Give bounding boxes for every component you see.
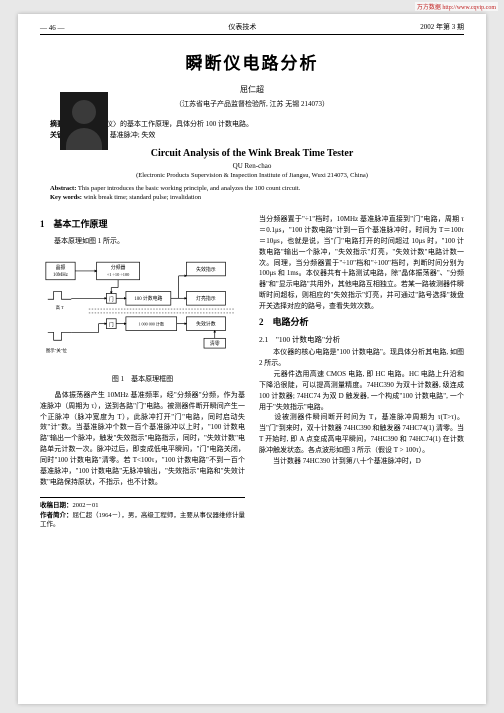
svg-text:门: 门: [109, 322, 114, 329]
author-photo: [60, 92, 108, 150]
column-2-p3: 元器件选用高速 CMOS 电路, 即 HC 电路。HC 电路上升沿和下降沿很陡，…: [259, 369, 464, 412]
journal-name: 仪表技术: [228, 22, 256, 32]
abstract-label-en: Abstract:: [50, 185, 76, 192]
diagram-gateclose-label: 图示"关"位: [46, 347, 68, 354]
abstract-en-block: Abstract: This paper introduces the basi…: [40, 184, 464, 202]
recv-date: 2002－01: [73, 502, 99, 509]
body-columns: 1 基本工作原理 基本原理如图 1 所示。 晶振 10MHz 分频器: [40, 214, 464, 529]
page-number-left: — 46 —: [40, 24, 65, 32]
diagram-lightind-label: 灯亮指示: [196, 295, 216, 302]
section-1-heading: 1 基本工作原理: [40, 218, 245, 232]
abstract-en: This paper introduces the basic working …: [78, 185, 300, 192]
keywords-label-en: Key words:: [50, 194, 82, 201]
article-title-cn: 瞬断仪电路分析: [40, 49, 464, 74]
footer-block: 收稿日期：2002－01 作者简介：屈仁超（1964－），男，高级工程师，主要从…: [40, 497, 245, 528]
diagram-reset-label: 清零: [210, 340, 220, 347]
figure-1-diagram: 晶振 10MHz 分频器 ÷1 ÷10 ÷100 失效指示 门 100 计数电路: [40, 253, 245, 368]
column-right: 当分频器置于"÷1"档时，10MHz 基准脉冲直接到"门"电路，周期 τ＝0.1…: [259, 214, 464, 529]
svg-text:门: 门: [109, 296, 114, 303]
figure-1-caption: 图 1 基本原理框图: [40, 374, 245, 385]
recv-date-label: 收稿日期：: [40, 502, 73, 509]
section-1-intro: 基本原理如图 1 所示。: [40, 236, 245, 247]
diagram-div-label: 分频器: [111, 264, 126, 271]
diagram-failcnt-label: 失效计数: [196, 321, 216, 328]
diagram-counter100-label: 100 计数电路: [134, 295, 162, 302]
column-2-p4: 设被测器件瞬间断开时间为 T，基准脉冲周期为 τ(T>τ)。当"门"到来时，双十…: [259, 412, 464, 455]
diagram-counter1m-label: 1 000 000 计数: [138, 321, 164, 327]
section-2-1-heading: 2.1 "100 计数电路"分析: [259, 334, 464, 346]
column-2-p5: 当计数器 74HC390 计到第八十个基准脉冲时，D: [259, 456, 464, 467]
column-2-p1: 当分频器置于"÷1"档时，10MHz 基准脉冲直接到"门"电路，周期 τ＝0.1…: [259, 214, 464, 312]
column-left: 1 基本工作原理 基本原理如图 1 所示。 晶振 10MHz 分频器: [40, 214, 245, 529]
svg-text:÷1 ÷10 ÷100: ÷1 ÷10 ÷100: [107, 272, 130, 277]
column-1-body: 晶体振荡器产生 10MHz 基准频率，经"分频器"分频，作为基准脉冲（周期为 τ…: [40, 390, 245, 488]
page-header: — 46 — 仪表技术 2002 年第 3 期: [40, 22, 464, 35]
keywords-en: wink break time; standard pulse; invalid…: [84, 194, 202, 201]
author-bio-label: 作者简介：: [40, 512, 73, 519]
watermark: 万方数据 http://www.cqvip.com: [415, 2, 498, 11]
svg-text:10MHz: 10MHz: [53, 273, 69, 278]
issue-info: 2002 年第 3 期: [420, 22, 464, 32]
affiliation-en: (Electronic Products Supervision & Inspe…: [40, 172, 464, 179]
page: — 46 — 仪表技术 2002 年第 3 期 瞬断仪电路分析 屈仁超 （江苏省…: [18, 14, 486, 704]
svg-text:高 T: 高 T: [56, 304, 64, 311]
column-2-p2: 本仪器的核心电路是"100 计数电路"。现具体分析其电路, 如图 2 所示。: [259, 347, 464, 369]
section-2-heading: 2 电路分析: [259, 316, 464, 330]
diagram-failind-label: 失效指示: [196, 266, 216, 273]
author-en: QU Ren-chao: [40, 162, 464, 170]
diagram-osc-label: 晶振: [56, 264, 66, 271]
